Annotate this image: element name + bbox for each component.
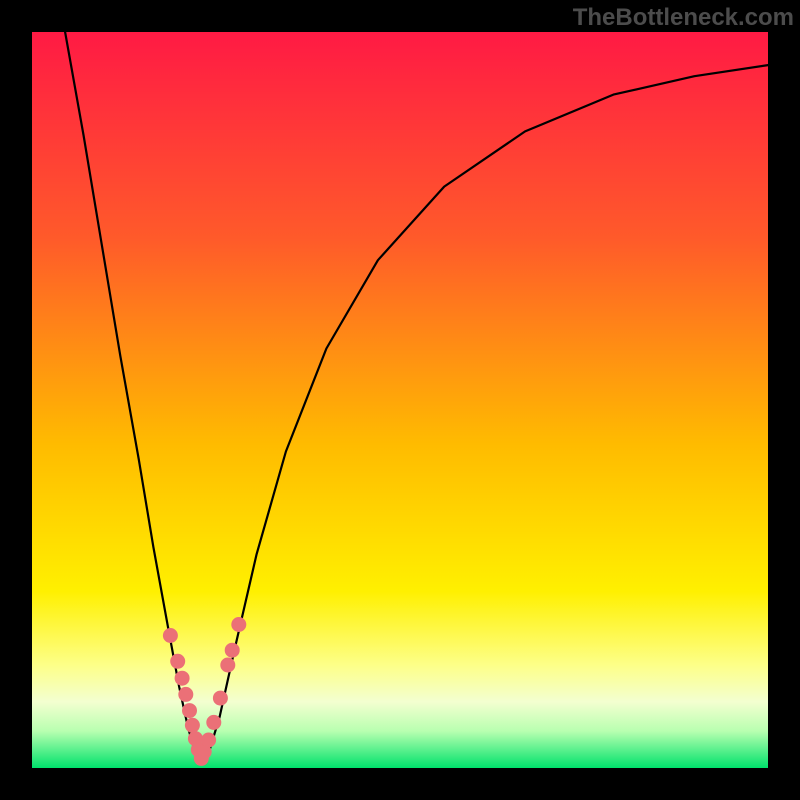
- curve-marker: [221, 658, 235, 672]
- curve-markers: [163, 618, 245, 766]
- curve-marker: [183, 704, 197, 718]
- bottleneck-curve-right: [201, 65, 768, 764]
- curve-marker: [171, 654, 185, 668]
- curve-layer: [0, 0, 800, 800]
- curve-marker: [225, 643, 239, 657]
- curve-marker: [213, 691, 227, 705]
- curve-marker: [175, 671, 189, 685]
- curve-marker: [185, 718, 199, 732]
- curve-marker: [232, 618, 246, 632]
- curve-marker: [202, 733, 216, 747]
- bottleneck-curve-left: [65, 32, 201, 764]
- chart-root: TheBottleneck.com: [0, 0, 800, 800]
- curve-marker: [163, 629, 177, 643]
- curve-marker: [179, 687, 193, 701]
- curve-marker: [207, 715, 221, 729]
